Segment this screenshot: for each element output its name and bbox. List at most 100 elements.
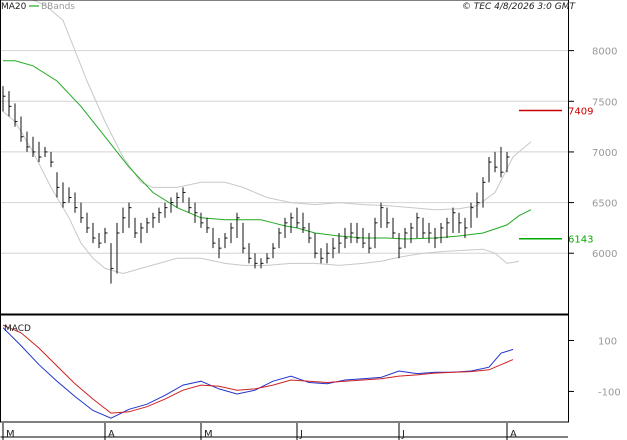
price-bar	[218, 238, 222, 259]
price-bar	[182, 187, 186, 203]
price-bar	[206, 217, 210, 233]
price-bar	[362, 227, 366, 249]
price-bar	[212, 227, 216, 249]
price-bar	[80, 202, 84, 223]
price-axis-ticks: 8000 7500 7000 6500 6000	[568, 47, 617, 260]
price-bar	[230, 222, 234, 244]
x-tick-label: J	[299, 429, 303, 440]
macd-tick-label: -100	[598, 387, 621, 398]
price-bar	[290, 212, 294, 233]
price-bar	[314, 232, 318, 259]
price-bar	[44, 146, 48, 157]
price-bar	[248, 243, 252, 264]
macd-panel-frame	[0, 314, 569, 423]
header-legend: MA20 BBands © TEC 4/8/2026 3:0 GMT	[1, 2, 576, 12]
price-bar	[38, 141, 42, 163]
price-tick-label: 6500	[592, 199, 617, 210]
macd-panel: 100 -100 MACD	[0, 314, 621, 423]
macd-lines	[2, 324, 514, 419]
price-bar	[506, 151, 510, 173]
price-gridlines	[0, 50, 568, 254]
price-bar	[440, 222, 444, 244]
price-bar	[284, 217, 288, 239]
price-bar	[368, 232, 372, 254]
price-bar	[464, 217, 468, 239]
bb-lower-line	[2, 111, 520, 275]
price-bar	[302, 212, 306, 233]
price-bar	[2, 86, 6, 112]
price-bar	[434, 227, 438, 249]
resistance-label: 7409	[568, 107, 593, 118]
price-bar	[332, 238, 336, 259]
price-bar	[344, 227, 348, 249]
price-bar	[488, 157, 492, 183]
price-bar	[128, 202, 132, 228]
price-levels: 7409 6143	[519, 107, 593, 246]
price-bars	[2, 86, 510, 284]
price-bar	[356, 222, 360, 244]
price-bar	[452, 207, 456, 233]
price-bar	[110, 243, 114, 284]
price-bar	[326, 243, 330, 264]
price-bar	[494, 151, 498, 173]
macd-title: MACD	[4, 324, 31, 334]
price-bar	[86, 212, 90, 233]
price-bar	[92, 222, 96, 244]
price-bar	[410, 222, 414, 244]
price-tick-label: 6000	[592, 249, 617, 260]
price-bar	[32, 136, 36, 157]
price-tick-label: 8000	[592, 47, 617, 58]
price-bar	[104, 227, 108, 244]
bollinger-bands	[2, 0, 532, 275]
x-tick-label: A	[108, 429, 115, 440]
price-bar	[20, 116, 24, 142]
price-bar	[446, 217, 450, 239]
copyright-info: © TEC 4/8/2026 3:0 GMT	[462, 2, 577, 12]
price-bar	[398, 232, 402, 259]
signal-line	[2, 324, 514, 414]
price-bar	[50, 151, 54, 168]
price-bar	[98, 232, 102, 249]
price-bar	[404, 227, 408, 249]
price-bar	[236, 212, 240, 239]
price-bar	[116, 222, 120, 274]
price-bar	[152, 212, 156, 228]
x-tick-label: J	[401, 429, 405, 440]
price-bar	[260, 258, 264, 269]
price-panel: 8000 7500 7000 6500 6000 7409 6143	[0, 0, 617, 315]
price-bar	[482, 177, 486, 208]
macd-tick-label: 100	[598, 336, 617, 347]
price-bar	[62, 182, 66, 208]
price-bar	[374, 217, 378, 249]
price-bar	[266, 253, 270, 264]
price-bar	[308, 222, 312, 244]
price-bar	[8, 91, 12, 117]
price-tick-label: 7000	[592, 148, 617, 159]
price-bar	[500, 146, 504, 178]
price-bar	[194, 202, 198, 223]
price-bar	[164, 202, 168, 218]
price-bar	[428, 222, 432, 244]
price-bar	[296, 207, 300, 228]
price-bar	[350, 222, 354, 244]
price-bar	[278, 227, 282, 249]
price-bar	[188, 197, 192, 213]
price-bar	[170, 197, 174, 213]
price-bar	[470, 202, 474, 228]
price-bar	[386, 207, 390, 228]
macd-line	[2, 327, 514, 419]
price-bar	[134, 217, 138, 239]
price-bar	[122, 207, 126, 233]
price-bar	[158, 207, 162, 223]
price-bar	[146, 217, 150, 233]
price-bar	[224, 232, 228, 249]
price-bar	[416, 212, 420, 239]
price-panel-frame	[0, 0, 569, 315]
x-tick-label: M	[6, 429, 15, 440]
price-bar	[74, 192, 78, 213]
price-bar	[254, 253, 258, 269]
ma20-path	[3, 60, 532, 240]
price-bar	[140, 222, 144, 244]
price-bar	[68, 187, 72, 203]
